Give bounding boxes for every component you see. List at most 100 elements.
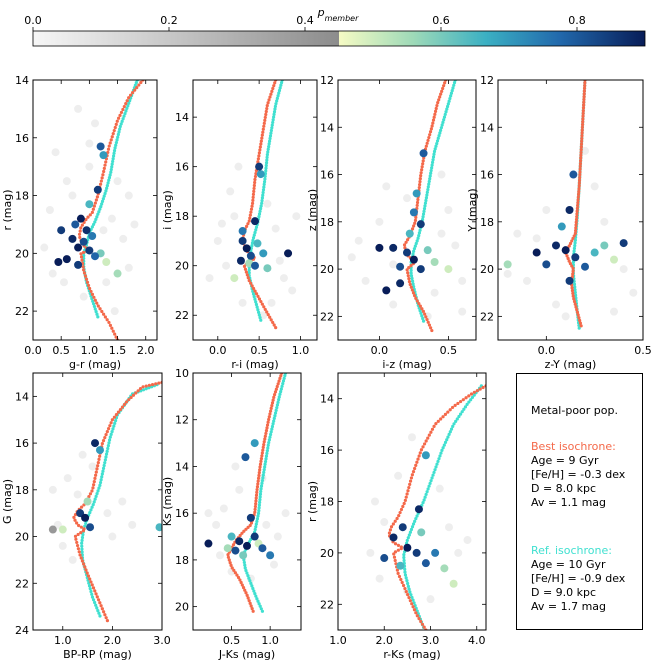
best-isochrone-point bbox=[260, 133, 264, 137]
best-isochrone-point bbox=[279, 374, 283, 378]
ref-isochrone-point bbox=[128, 99, 132, 103]
field-star-point bbox=[88, 462, 97, 471]
best-isochrone-point bbox=[110, 135, 114, 139]
ref-isochrone-point bbox=[270, 424, 275, 429]
best-isochrone-point bbox=[399, 546, 403, 551]
field-star-point bbox=[238, 298, 247, 307]
ref-isochrone-point bbox=[417, 231, 422, 235]
ref-isochrone-point bbox=[427, 179, 431, 184]
best-isochrone-point bbox=[420, 622, 425, 626]
ref-isochrone-point bbox=[254, 525, 258, 529]
best-isochrone-point bbox=[77, 232, 82, 236]
best-isochrone-point bbox=[108, 141, 112, 145]
best-isochrone-point bbox=[118, 113, 122, 117]
best-isochrone-point bbox=[94, 198, 98, 202]
member-star-point bbox=[396, 279, 405, 288]
member-star-point bbox=[155, 523, 162, 532]
ref-isochrone-point bbox=[80, 547, 84, 551]
ref-isochrone-point bbox=[259, 484, 264, 488]
y-tick-label: 12 bbox=[480, 74, 494, 87]
panel-plot-area bbox=[366, 384, 486, 630]
best-isochrone-point bbox=[266, 313, 270, 317]
ref-isochrone-point bbox=[264, 166, 268, 170]
best-isochrone-point bbox=[437, 98, 441, 102]
ref-isochrone-point bbox=[573, 290, 577, 295]
ref-isochrone-point bbox=[573, 288, 577, 292]
best-isochrone-point bbox=[79, 505, 84, 509]
x-axis-label: r-i (mag) bbox=[231, 358, 278, 371]
ref-isochrone-point bbox=[122, 114, 126, 118]
ref-isochrone-point bbox=[247, 271, 251, 275]
ref-isochrone-point bbox=[242, 560, 246, 565]
best-isochrone-point bbox=[83, 274, 88, 278]
best-isochrone-point bbox=[230, 566, 234, 570]
best-isochrone-point bbox=[573, 229, 578, 233]
best-isochrone-point bbox=[236, 575, 241, 580]
member-star-point bbox=[68, 234, 77, 243]
best-isochrone-point bbox=[576, 201, 580, 205]
ref-isochrone-point bbox=[257, 313, 261, 317]
best-isochrone-point bbox=[396, 548, 400, 552]
ref-isochrone-point bbox=[258, 315, 262, 320]
ref-isochrone-point bbox=[451, 424, 455, 428]
best-isochrone-point bbox=[576, 203, 580, 208]
x-axis-label: r-Ks (mag) bbox=[383, 648, 440, 661]
ref-isochrone-point bbox=[262, 180, 267, 184]
best-isochrone-point bbox=[139, 80, 143, 85]
best-isochrone-point bbox=[430, 328, 434, 333]
ref-isochrone-point bbox=[243, 566, 247, 570]
field-star-point bbox=[375, 217, 384, 226]
best-isochrone-point bbox=[582, 92, 586, 96]
ref-isochrone-point bbox=[418, 228, 422, 232]
best-isochrone-point bbox=[469, 392, 474, 396]
best-isochrone-point bbox=[423, 312, 427, 316]
ref-isochrone-point bbox=[104, 452, 109, 456]
field-star-point bbox=[366, 548, 375, 557]
field-star-point bbox=[426, 595, 435, 604]
best-isochrone-point bbox=[578, 176, 582, 180]
ref-isochrone-point bbox=[98, 207, 102, 211]
field-star-point bbox=[437, 170, 446, 179]
best-isochrone-point bbox=[112, 128, 116, 133]
best-isochrone-point bbox=[433, 112, 437, 116]
field-star-point bbox=[262, 520, 271, 529]
y-tick-label: 20 bbox=[480, 263, 494, 276]
ref-isochrone-point bbox=[87, 584, 92, 588]
member-star-point bbox=[102, 258, 111, 266]
best-isochrone-point bbox=[117, 116, 121, 120]
best-isochrone-point bbox=[400, 580, 404, 585]
ref-isochrone-point bbox=[435, 462, 439, 466]
ref-isochrone-point bbox=[276, 400, 280, 404]
best-isochrone-point bbox=[420, 165, 424, 169]
best-isochrone-point bbox=[429, 326, 433, 330]
best-isochrone-point bbox=[405, 492, 409, 496]
field-star-point bbox=[408, 433, 416, 442]
y-tick-label: 16 bbox=[320, 444, 334, 457]
ref-isochrone-point bbox=[100, 199, 105, 203]
best-isochrone-point bbox=[417, 617, 421, 621]
ref-isochrone-point bbox=[91, 598, 96, 602]
member-star-point bbox=[619, 239, 628, 248]
best-isochrone-point bbox=[411, 605, 415, 609]
ref-isochrone-point bbox=[272, 112, 276, 116]
x-tick-label: 3.0 bbox=[153, 634, 171, 647]
best-isochrone-point bbox=[88, 492, 93, 496]
field-star-point bbox=[234, 162, 243, 171]
best-isochrone-point bbox=[249, 281, 253, 285]
member-star-point bbox=[251, 261, 259, 270]
x-tick-label: 0.5 bbox=[223, 634, 241, 647]
best-isochrone-point bbox=[578, 164, 582, 169]
best-isochrone-point bbox=[582, 89, 586, 93]
field-star-point bbox=[435, 484, 444, 493]
best-isochrone-point bbox=[84, 277, 89, 281]
best-isochrone-point bbox=[579, 324, 583, 328]
best-isochrone-point bbox=[261, 448, 265, 452]
ref-isochrone-point bbox=[257, 503, 261, 507]
field-star-point bbox=[263, 199, 272, 208]
best-isochrone-point bbox=[262, 305, 266, 309]
x-axis-label: i-z (mag) bbox=[382, 358, 431, 371]
member-star-point bbox=[85, 200, 94, 209]
colorbar-tick-label: 0.8 bbox=[568, 14, 586, 27]
best-isochrone-point bbox=[79, 530, 83, 535]
best-isochrone-point bbox=[422, 442, 427, 446]
